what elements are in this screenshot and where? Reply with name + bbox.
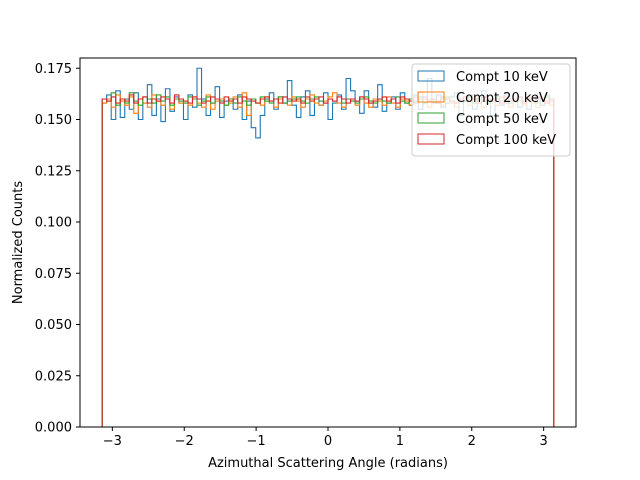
y-tick-label: 0.150 xyxy=(35,113,72,128)
legend-swatch xyxy=(417,112,445,124)
y-tick-label: 0.050 xyxy=(35,318,72,333)
legend-label: Compt 50 keV xyxy=(456,112,548,127)
x-tick-label: 2 xyxy=(468,434,476,449)
legend-swatch xyxy=(417,91,445,103)
legend-label: Compt 10 keV xyxy=(456,70,548,85)
y-tick-label: 0.000 xyxy=(35,421,72,436)
x-tick-label: 1 xyxy=(396,434,404,449)
legend-label: Compt 100 keV xyxy=(456,133,556,148)
x-tick-label: 0 xyxy=(324,434,332,449)
x-axis: −3 −2 −1 0 1 2 3 xyxy=(103,427,548,449)
y-tick-label: 0.100 xyxy=(35,216,72,231)
x-tick-label: 3 xyxy=(540,434,548,449)
y-tick-label: 0.125 xyxy=(35,164,72,179)
y-axis-label: Normalized Counts xyxy=(11,181,26,304)
legend-label: Compt 20 keV xyxy=(456,91,548,106)
y-tick-label: 0.075 xyxy=(35,267,72,282)
y-tick-label: 0.025 xyxy=(35,369,72,384)
legend-swatch xyxy=(417,133,445,145)
x-tick-label: −3 xyxy=(103,434,122,449)
x-tick-label: −2 xyxy=(175,434,194,449)
legend: Compt 10 keV Compt 20 keV Compt 50 keV Comp… xyxy=(411,63,571,157)
legend-swatch xyxy=(417,70,445,82)
x-tick-label: −1 xyxy=(247,434,266,449)
x-axis-label: Azimuthal Scattering Angle (radians) xyxy=(208,456,448,471)
y-axis: 0.000 0.025 0.050 0.075 0.100 0.125 0.150 0.175 xyxy=(35,62,80,436)
legend-box xyxy=(411,63,571,157)
y-tick-label: 0.175 xyxy=(35,62,72,77)
